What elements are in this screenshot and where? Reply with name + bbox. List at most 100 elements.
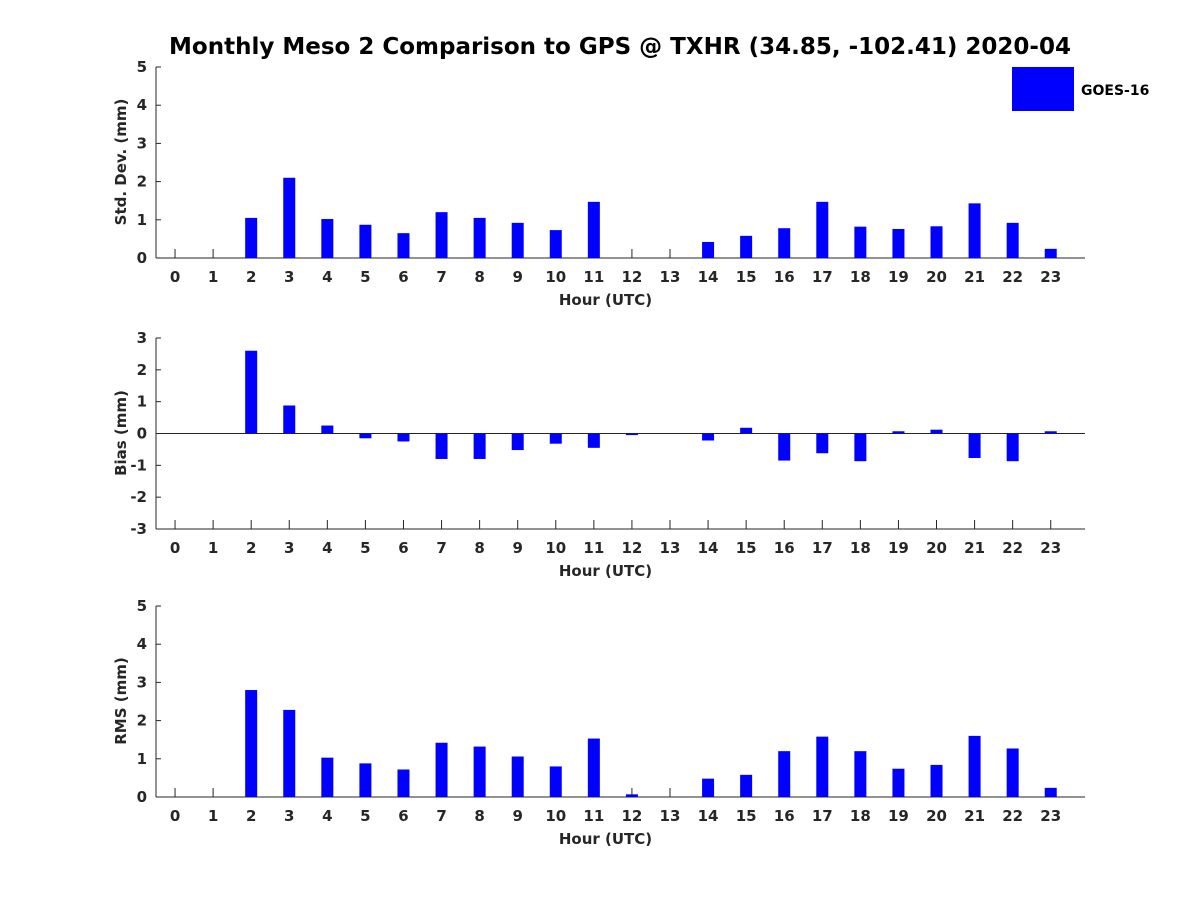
bias-bar-hour-2: [245, 350, 258, 434]
std-dev-y-tick-label: 5: [137, 58, 147, 76]
std-dev-bar-hour-22: [1006, 222, 1019, 258]
rms-bar-hour-15: [740, 774, 753, 797]
std-dev-bar-hour-6: [397, 233, 410, 258]
rms-bar-hour-3: [283, 709, 296, 797]
std-dev-x-tick-label: 23: [1040, 268, 1061, 286]
std-dev-x-tick-label: 11: [583, 268, 604, 286]
bias-bar-hour-22: [1006, 433, 1019, 462]
std-dev-x-axis-label: Hour (UTC): [559, 291, 652, 309]
rms-x-tick-label: 13: [660, 807, 681, 825]
std-dev-x-tick-label: 16: [774, 268, 795, 286]
bias-bar-hour-9: [511, 433, 524, 451]
bias-x-tick-label: 2: [246, 539, 256, 557]
rms-x-tick-label: 23: [1040, 807, 1061, 825]
rms-x-axis-label: Hour (UTC): [559, 830, 652, 848]
std-dev-bar-hour-16: [778, 228, 791, 258]
bias-bar-hour-11: [587, 433, 600, 448]
std-dev-x-tick-label: 17: [812, 268, 833, 286]
std-dev-x-tick-label: 18: [850, 268, 871, 286]
rms-bar-hour-7: [435, 742, 448, 797]
std-dev-bar-hour-19: [892, 228, 905, 258]
std-dev-y-tick-label: 0: [137, 249, 147, 267]
bias-x-tick-label: 14: [698, 539, 719, 557]
std-dev-x-tick-label: 14: [698, 268, 719, 286]
bias-bar-hour-20: [930, 429, 943, 434]
bias-x-tick-label: 3: [284, 539, 294, 557]
bias-x-tick-label: 17: [812, 539, 833, 557]
bias-x-tick-label: 11: [583, 539, 604, 557]
rms-y-tick-label: 3: [137, 673, 147, 691]
std-dev-x-tick-label: 22: [1002, 268, 1023, 286]
std-dev-y-tick-label: 2: [137, 173, 147, 191]
std-dev-x-tick-label: 15: [736, 268, 757, 286]
bias-x-tick-label: 7: [436, 539, 446, 557]
rms-bar-hour-23: [1044, 787, 1057, 797]
rms-y-tick-label: 2: [137, 712, 147, 730]
bias-bar-hour-10: [549, 433, 562, 444]
bias-x-tick-label: 18: [850, 539, 871, 557]
rms-bar-hour-4: [321, 757, 334, 797]
bias-bar-hour-7: [435, 433, 448, 459]
std-dev-x-tick-label: 13: [660, 268, 681, 286]
std-dev-x-tick-label: 5: [360, 268, 370, 286]
std-dev-x-tick-label: 10: [545, 268, 566, 286]
std-dev-y-tick-label: 1: [137, 211, 147, 229]
rms-bar-hour-20: [930, 764, 943, 797]
rms-x-tick-label: 18: [850, 807, 871, 825]
bias-x-tick-label: 21: [964, 539, 985, 557]
rms-x-tick-label: 19: [888, 807, 909, 825]
rms-bar-hour-17: [816, 736, 829, 797]
rms-x-tick-label: 9: [512, 807, 522, 825]
rms-x-tick-label: 4: [322, 807, 332, 825]
std-dev-x-tick-label: 12: [621, 268, 642, 286]
rms-y-tick-label: 1: [137, 750, 147, 768]
std-dev-x-tick-label: 8: [474, 268, 484, 286]
rms-x-tick-label: 7: [436, 807, 446, 825]
std-dev-bar-hour-21: [968, 203, 981, 258]
rms-bar-hour-11: [587, 738, 600, 797]
std-dev-x-tick-label: 21: [964, 268, 985, 286]
std-dev-bar-hour-14: [702, 241, 715, 258]
bias-x-tick-label: 19: [888, 539, 909, 557]
rms-x-tick-label: 15: [736, 807, 757, 825]
rms-bar-hour-2: [245, 690, 258, 797]
std-dev-bar-hour-20: [930, 226, 943, 258]
bias-bar-hour-4: [321, 425, 334, 434]
std-dev-bar-hour-10: [549, 230, 562, 258]
bias-bar-hour-17: [816, 433, 829, 454]
bias-bar-hour-19: [892, 431, 905, 434]
bias-y-tick-label: 1: [137, 393, 147, 411]
bias-bar-hour-6: [397, 433, 410, 442]
rms-bar-hour-16: [778, 751, 791, 797]
rms-x-tick-label: 6: [398, 807, 408, 825]
std-dev-x-tick-label: 6: [398, 268, 408, 286]
rms-y-tick-label: 5: [137, 597, 147, 615]
std-dev-bar-hour-2: [245, 217, 258, 258]
rms-bar-hour-12: [625, 794, 638, 797]
rms-x-tick-label: 21: [964, 807, 985, 825]
bias-bar-hour-5: [359, 433, 372, 439]
std-dev-x-tick-label: 20: [926, 268, 947, 286]
bias-x-tick-label: 12: [621, 539, 642, 557]
rms-bar-hour-6: [397, 769, 410, 797]
rms-bar-hour-19: [892, 768, 905, 797]
bias-bar-hour-15: [740, 427, 753, 434]
rms-bar-hour-22: [1006, 748, 1019, 797]
bias-bar-hour-14: [702, 433, 715, 441]
legend-swatch: [1012, 67, 1074, 111]
std-dev-y-axis-label: Std. Dev. (mm): [112, 99, 130, 226]
std-dev-x-tick-label: 7: [436, 268, 446, 286]
bias-x-tick-label: 15: [736, 539, 757, 557]
bias-x-tick-label: 9: [512, 539, 522, 557]
bias-y-tick-label: 2: [137, 361, 147, 379]
rms-x-tick-label: 5: [360, 807, 370, 825]
rms-x-tick-label: 12: [621, 807, 642, 825]
bias-y-tick-label: -1: [130, 456, 147, 474]
rms-x-tick-label: 1: [208, 807, 218, 825]
rms-bar-hour-14: [702, 778, 715, 797]
bias-x-tick-label: 6: [398, 539, 408, 557]
rms-bar-hour-9: [511, 756, 524, 797]
